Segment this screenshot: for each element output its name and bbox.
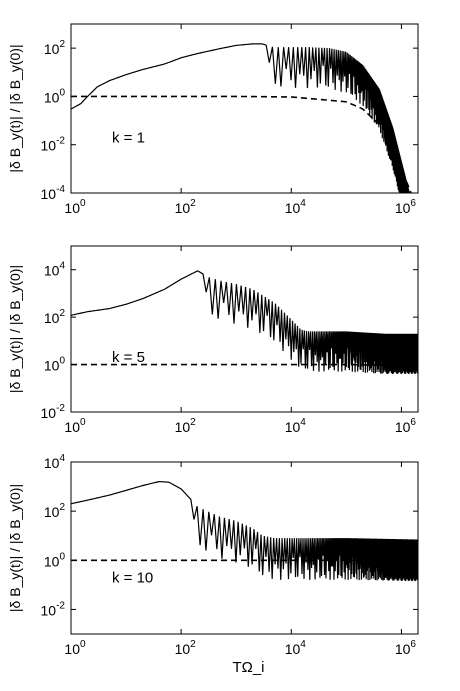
plot-frame: [70, 23, 419, 194]
y-axis-label: |δ B_y(t)| / |δ B_y(0)|: [7, 265, 23, 393]
x-tick-label: 102: [175, 417, 197, 435]
x-tick-label: 100: [64, 198, 86, 216]
y-axis-label: |δ B_y(t)| / |δ B_y(0)|: [7, 484, 23, 612]
y-tick-label: 102: [44, 39, 66, 57]
dashed-series-line: [71, 95, 412, 193]
x-tick-label: 104: [285, 198, 307, 216]
y-tick-label: 102: [44, 308, 66, 326]
x-tick-label: 100: [64, 639, 86, 657]
x-tick-label: 102: [175, 639, 197, 657]
y-tick-label: 104: [44, 261, 66, 279]
x-tick-label: 106: [395, 639, 417, 657]
plot-frame: [70, 461, 419, 635]
y-tick-label: 10-2: [41, 600, 66, 618]
y-tick-label: 102: [44, 502, 66, 520]
x-tick-label: 106: [395, 198, 417, 216]
y-tick-label: 100: [44, 551, 66, 569]
y-tick-label: 104: [44, 453, 66, 471]
x-tick-label: 100: [64, 417, 86, 435]
panel-label: k = 10: [112, 569, 153, 586]
x-tick-label: 104: [285, 417, 307, 435]
y-tick-label: 10-2: [41, 403, 66, 421]
x-axis-label: TΩ_i: [232, 659, 264, 676]
panel-label: k = 5: [112, 349, 145, 366]
solid-series-line: [71, 480, 418, 582]
y-tick-label: 100: [44, 87, 66, 105]
plot-frame: [70, 245, 419, 413]
solid-series-line: [71, 270, 418, 375]
y-tick-label: 100: [44, 356, 66, 374]
x-tick-label: 106: [395, 417, 417, 435]
x-tick-label: 104: [285, 639, 307, 657]
panel-label: k = 1: [112, 129, 145, 146]
y-tick-label: 10-2: [41, 136, 66, 154]
dashed-series-line: [71, 363, 418, 367]
y-tick-label: 10-4: [41, 184, 66, 202]
solid-series-line: [71, 43, 410, 193]
x-tick-label: 102: [175, 198, 197, 216]
y-axis-label: |δ B_y(t)| / |δ B_y(0)|: [7, 44, 23, 172]
